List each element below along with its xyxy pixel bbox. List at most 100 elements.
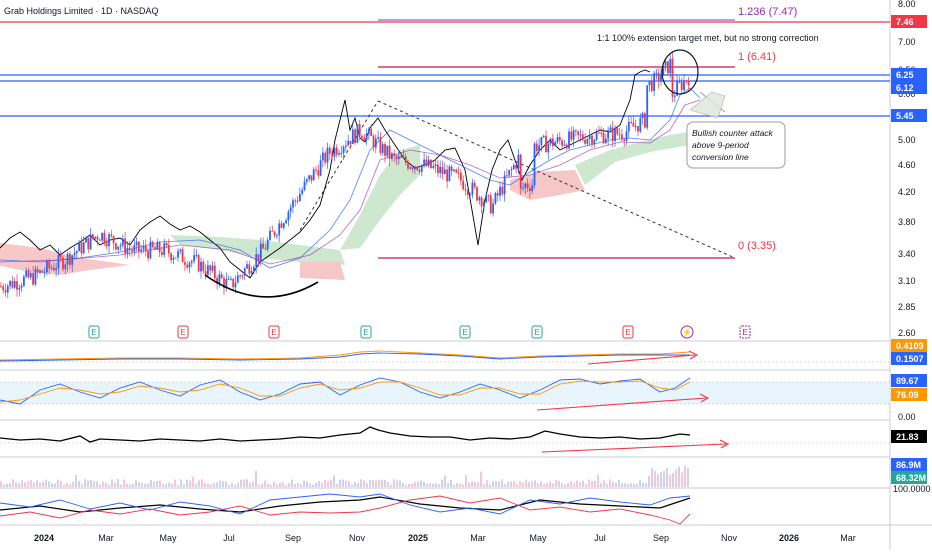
dmi-black bbox=[0, 496, 691, 513]
volume-bar bbox=[102, 481, 104, 487]
svg-text:E: E bbox=[363, 328, 368, 337]
dividend-event-icon[interactable]: ⚡ bbox=[680, 325, 694, 339]
candle-body bbox=[193, 255, 195, 262]
volume-bar bbox=[483, 483, 485, 487]
candle-body bbox=[372, 135, 375, 148]
earnings-event-icon[interactable]: E bbox=[622, 325, 634, 339]
candle-body bbox=[75, 251, 78, 254]
earnings-event-icon[interactable]: E bbox=[268, 325, 280, 339]
candle-body bbox=[101, 232, 103, 241]
volume-bar bbox=[441, 479, 443, 487]
candle-body bbox=[531, 185, 534, 192]
svg-text:0.4109: 0.4109 bbox=[896, 341, 924, 351]
candle-body bbox=[439, 166, 442, 173]
earnings-event-icon[interactable]: E bbox=[177, 325, 189, 339]
volume-bar bbox=[567, 482, 569, 487]
candle-body bbox=[586, 138, 589, 144]
earnings-event-icon[interactable]: E bbox=[739, 325, 751, 339]
candle-body bbox=[36, 269, 39, 273]
candle-body bbox=[144, 245, 147, 252]
svg-text:E: E bbox=[180, 328, 185, 337]
volume-bar bbox=[444, 475, 446, 487]
candle-body bbox=[167, 245, 170, 254]
price-badge: 6.25 bbox=[891, 68, 927, 81]
volume-bar bbox=[267, 483, 269, 487]
time-axis: 2024 Mar May Jul Sep Nov 2025 Mar May Jul Sep Nov 20… bbox=[34, 533, 856, 543]
candle-body bbox=[273, 231, 276, 236]
candle-body bbox=[200, 261, 202, 272]
candle-body bbox=[533, 143, 536, 186]
volume-bar bbox=[9, 482, 11, 487]
volume-bar bbox=[276, 484, 278, 487]
candle-body bbox=[59, 254, 62, 258]
candle-body bbox=[524, 183, 527, 188]
volume-bar bbox=[519, 480, 521, 487]
earnings-event-icon[interactable]: E bbox=[360, 325, 372, 339]
volume-bar bbox=[105, 482, 107, 487]
volume-bar bbox=[225, 481, 227, 487]
candle-body bbox=[489, 195, 492, 214]
volume-bar bbox=[615, 482, 617, 487]
candle-body bbox=[177, 251, 179, 258]
svg-text:6.12: 6.12 bbox=[896, 83, 914, 93]
stoch-arrow bbox=[536, 397, 707, 411]
volume-bar bbox=[372, 480, 374, 487]
volume-bar bbox=[507, 481, 509, 487]
fib-lines bbox=[378, 19, 735, 259]
candle-body bbox=[331, 153, 333, 157]
candle-body bbox=[154, 247, 156, 250]
candle-body bbox=[248, 264, 251, 274]
candle-body bbox=[618, 134, 621, 136]
volume-bar bbox=[138, 482, 140, 487]
candle-body bbox=[503, 175, 506, 195]
volume-bar bbox=[609, 479, 611, 487]
candle-body bbox=[358, 124, 361, 136]
candle-body bbox=[453, 169, 455, 171]
volume-bar bbox=[90, 479, 92, 487]
candle-body bbox=[607, 130, 609, 139]
candle-body bbox=[466, 190, 469, 195]
candle-body bbox=[678, 81, 681, 83]
stoch-axis-label: 0.00 bbox=[898, 412, 916, 422]
candle-body bbox=[639, 117, 642, 132]
volume-bar bbox=[144, 483, 146, 487]
candle-body bbox=[517, 154, 520, 169]
volume-bar bbox=[135, 480, 137, 487]
event-markers[interactable]: E E E E E E E ⚡ E bbox=[88, 325, 751, 339]
svg-text:68.32M: 68.32M bbox=[896, 473, 926, 483]
candle-body bbox=[506, 175, 508, 177]
candle-body bbox=[276, 235, 278, 237]
candle-body bbox=[634, 126, 637, 128]
pane-labels: 0.4109 0.1507 89.67 76.09 21.83 86.9M 68.32M bbox=[891, 339, 927, 484]
volume-bar bbox=[348, 481, 350, 487]
earnings-event-icon[interactable]: E bbox=[531, 325, 543, 339]
volume-bar bbox=[96, 481, 98, 487]
candle-body bbox=[52, 267, 55, 271]
dmi-minus bbox=[0, 495, 691, 525]
candle-body bbox=[437, 164, 439, 173]
volume-bar bbox=[0, 481, 2, 487]
cloud-red-mid bbox=[300, 262, 345, 280]
price-tick: 2.60 bbox=[898, 328, 916, 338]
callout: Bullish counter attack above 9-period co… bbox=[686, 121, 786, 169]
price-tick: 4.60 bbox=[898, 160, 916, 170]
candle-body bbox=[131, 249, 133, 252]
candle-body bbox=[303, 181, 306, 190]
candle-body bbox=[414, 166, 416, 170]
earnings-event-icon[interactable]: E bbox=[459, 325, 471, 339]
volume-bar bbox=[498, 481, 500, 487]
candle-body bbox=[409, 167, 412, 169]
volume-bar bbox=[195, 483, 197, 487]
candle-body bbox=[9, 280, 11, 286]
volume-bar bbox=[618, 480, 620, 487]
candle-body bbox=[365, 133, 368, 141]
earnings-event-icon[interactable]: E bbox=[88, 325, 100, 339]
candle-body bbox=[443, 169, 446, 175]
volume-bar bbox=[117, 479, 119, 487]
volume-bar bbox=[6, 483, 8, 487]
volume-bar bbox=[408, 483, 410, 487]
candle-body bbox=[345, 145, 347, 147]
volume-bar bbox=[222, 481, 224, 487]
candle-body bbox=[379, 136, 382, 153]
